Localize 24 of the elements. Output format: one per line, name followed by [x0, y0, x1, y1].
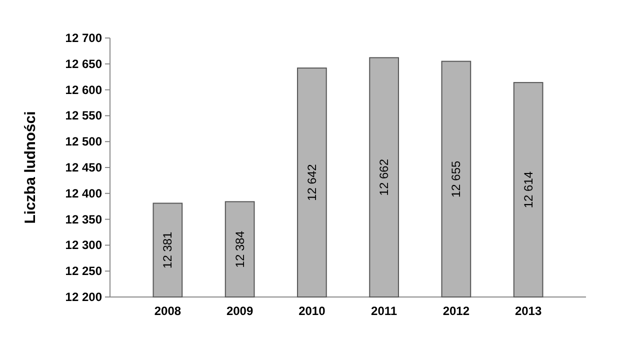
y-tick-label: 12 350 — [65, 212, 102, 226]
y-tick-label: 12 550 — [65, 108, 102, 123]
data-label: 12 381 — [160, 231, 175, 268]
data-label: 12 642 — [304, 164, 319, 201]
x-tick-label: 2010 — [298, 304, 326, 318]
x-tick-label: 2011 — [371, 304, 398, 318]
y-tick-label: 12 700 — [65, 31, 102, 45]
data-label: 12 614 — [521, 171, 536, 208]
data-label: 12 662 — [377, 158, 392, 196]
y-tick-label: 12 250 — [65, 264, 102, 278]
x-tick-label: 2013 — [514, 304, 542, 318]
y-tick-label: 12 450 — [65, 160, 102, 174]
x-tick-label: 2009 — [226, 304, 254, 318]
x-tick-label: 2008 — [154, 304, 182, 318]
y-tick-label: 12 200 — [65, 290, 102, 304]
y-tick-label: 12 650 — [65, 56, 102, 71]
data-label: 12 384 — [232, 230, 247, 268]
y-tick-label: 12 600 — [65, 82, 102, 97]
y-tick-label: 12 300 — [65, 238, 102, 252]
y-tick-label: 12 500 — [65, 134, 102, 149]
x-tick-label: 2012 — [442, 304, 470, 318]
y-axis-title: Liczba ludności — [22, 111, 39, 224]
data-label: 12 655 — [449, 160, 464, 198]
y-tick-label: 12 400 — [65, 186, 102, 200]
